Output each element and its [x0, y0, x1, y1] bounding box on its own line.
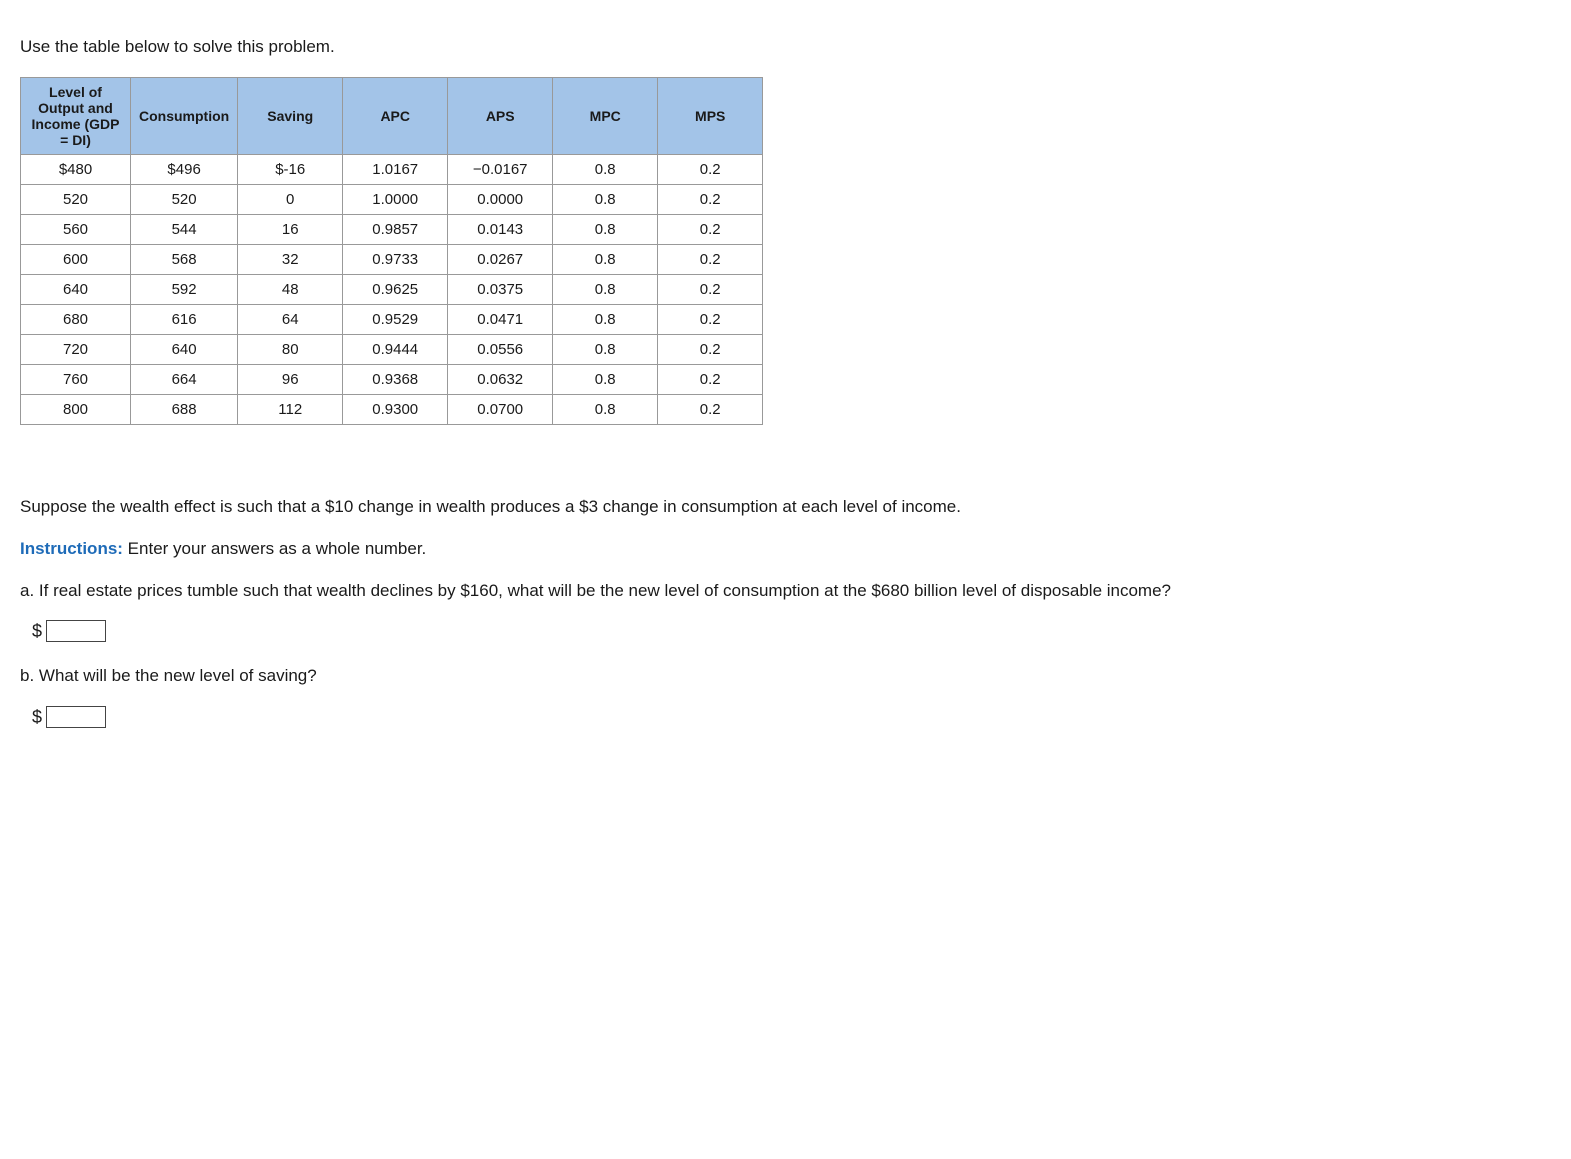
table-cell: 0.0267: [448, 245, 553, 275]
table-cell: 640: [131, 335, 238, 365]
table-cell: 16: [238, 215, 343, 245]
table-cell: $-16: [238, 155, 343, 185]
table-cell: $480: [21, 155, 131, 185]
scenario-text: Suppose the wealth effect is such that a…: [20, 495, 1551, 519]
table-cell: 688: [131, 395, 238, 425]
table-cell: 0.9625: [343, 275, 448, 305]
col-header-4: APS: [448, 78, 553, 155]
table-cell: −0.0167: [448, 155, 553, 185]
question-a: a. If real estate prices tumble such tha…: [20, 579, 1551, 603]
table-row: 680616640.95290.04710.80.2: [21, 305, 763, 335]
table-header-row: Level of Output and Income (GDP = DI) Co…: [21, 78, 763, 155]
table-cell: 112: [238, 395, 343, 425]
currency-symbol-a: $: [32, 621, 42, 642]
table-cell: 640: [21, 275, 131, 305]
col-header-2: Saving: [238, 78, 343, 155]
table-cell: 0.8: [553, 185, 658, 215]
table-cell: 0.2: [658, 305, 763, 335]
table-cell: 0.0143: [448, 215, 553, 245]
table-cell: 96: [238, 365, 343, 395]
table-cell: 1.0167: [343, 155, 448, 185]
table-row: $480$496$-161.0167−0.01670.80.2: [21, 155, 763, 185]
instructions-text: Enter your answers as a whole number.: [123, 539, 426, 558]
table-cell: 0.2: [658, 395, 763, 425]
table-cell: 600: [21, 245, 131, 275]
table-cell: 0.8: [553, 275, 658, 305]
table-cell: 720: [21, 335, 131, 365]
instructions-label: Instructions:: [20, 539, 123, 558]
table-cell: 0.0700: [448, 395, 553, 425]
instructions-line: Instructions: Enter your answers as a wh…: [20, 537, 1551, 561]
table-row: 640592480.96250.03750.80.2: [21, 275, 763, 305]
table-cell: 0.9529: [343, 305, 448, 335]
table-cell: 616: [131, 305, 238, 335]
table-cell: 0.8: [553, 365, 658, 395]
table-cell: 0.9300: [343, 395, 448, 425]
table-cell: 64: [238, 305, 343, 335]
table-cell: 0.0000: [448, 185, 553, 215]
table-cell: 800: [21, 395, 131, 425]
table-cell: 520: [131, 185, 238, 215]
table-cell: 80: [238, 335, 343, 365]
table-cell: 0: [238, 185, 343, 215]
table-row: 560544160.98570.01430.80.2: [21, 215, 763, 245]
table-cell: 0.2: [658, 185, 763, 215]
col-header-3: APC: [343, 78, 448, 155]
answer-b-input[interactable]: [46, 706, 106, 728]
col-header-1: Consumption: [131, 78, 238, 155]
table-cell: 592: [131, 275, 238, 305]
table-cell: 0.0471: [448, 305, 553, 335]
question-b: b. What will be the new level of saving?: [20, 664, 1551, 688]
table-cell: 0.2: [658, 215, 763, 245]
table-cell: 0.8: [553, 215, 658, 245]
table-cell: 0.0375: [448, 275, 553, 305]
table-row: 8006881120.93000.07000.80.2: [21, 395, 763, 425]
answer-a-input[interactable]: [46, 620, 106, 642]
table-cell: 0.0632: [448, 365, 553, 395]
table-cell: 544: [131, 215, 238, 245]
table-row: 52052001.00000.00000.80.2: [21, 185, 763, 215]
table-cell: 0.8: [553, 245, 658, 275]
table-cell: 32: [238, 245, 343, 275]
currency-symbol-b: $: [32, 707, 42, 728]
col-header-5: MPC: [553, 78, 658, 155]
table-cell: 1.0000: [343, 185, 448, 215]
col-header-6: MPS: [658, 78, 763, 155]
table-cell: 0.2: [658, 155, 763, 185]
table-cell: 0.2: [658, 335, 763, 365]
table-cell: 760: [21, 365, 131, 395]
table-cell: 0.8: [553, 395, 658, 425]
table-cell: 568: [131, 245, 238, 275]
table-cell: 680: [21, 305, 131, 335]
answer-a-line: $: [32, 620, 1551, 642]
table-row: 760664960.93680.06320.80.2: [21, 365, 763, 395]
table-cell: 0.2: [658, 275, 763, 305]
answer-b-line: $: [32, 706, 1551, 728]
table-cell: $496: [131, 155, 238, 185]
table-cell: 560: [21, 215, 131, 245]
table-cell: 520: [21, 185, 131, 215]
table-cell: 0.8: [553, 335, 658, 365]
table-cell: 0.8: [553, 155, 658, 185]
table-cell: 0.9857: [343, 215, 448, 245]
col-header-0: Level of Output and Income (GDP = DI): [21, 78, 131, 155]
table-row: 600568320.97330.02670.80.2: [21, 245, 763, 275]
table-cell: 0.8: [553, 305, 658, 335]
data-table: Level of Output and Income (GDP = DI) Co…: [20, 77, 763, 425]
table-cell: 0.0556: [448, 335, 553, 365]
intro-text: Use the table below to solve this proble…: [20, 37, 1551, 57]
table-cell: 0.2: [658, 245, 763, 275]
table-cell: 0.9444: [343, 335, 448, 365]
table-row: 720640800.94440.05560.80.2: [21, 335, 763, 365]
table-cell: 0.9368: [343, 365, 448, 395]
table-cell: 48: [238, 275, 343, 305]
table-cell: 0.2: [658, 365, 763, 395]
table-cell: 664: [131, 365, 238, 395]
table-cell: 0.9733: [343, 245, 448, 275]
